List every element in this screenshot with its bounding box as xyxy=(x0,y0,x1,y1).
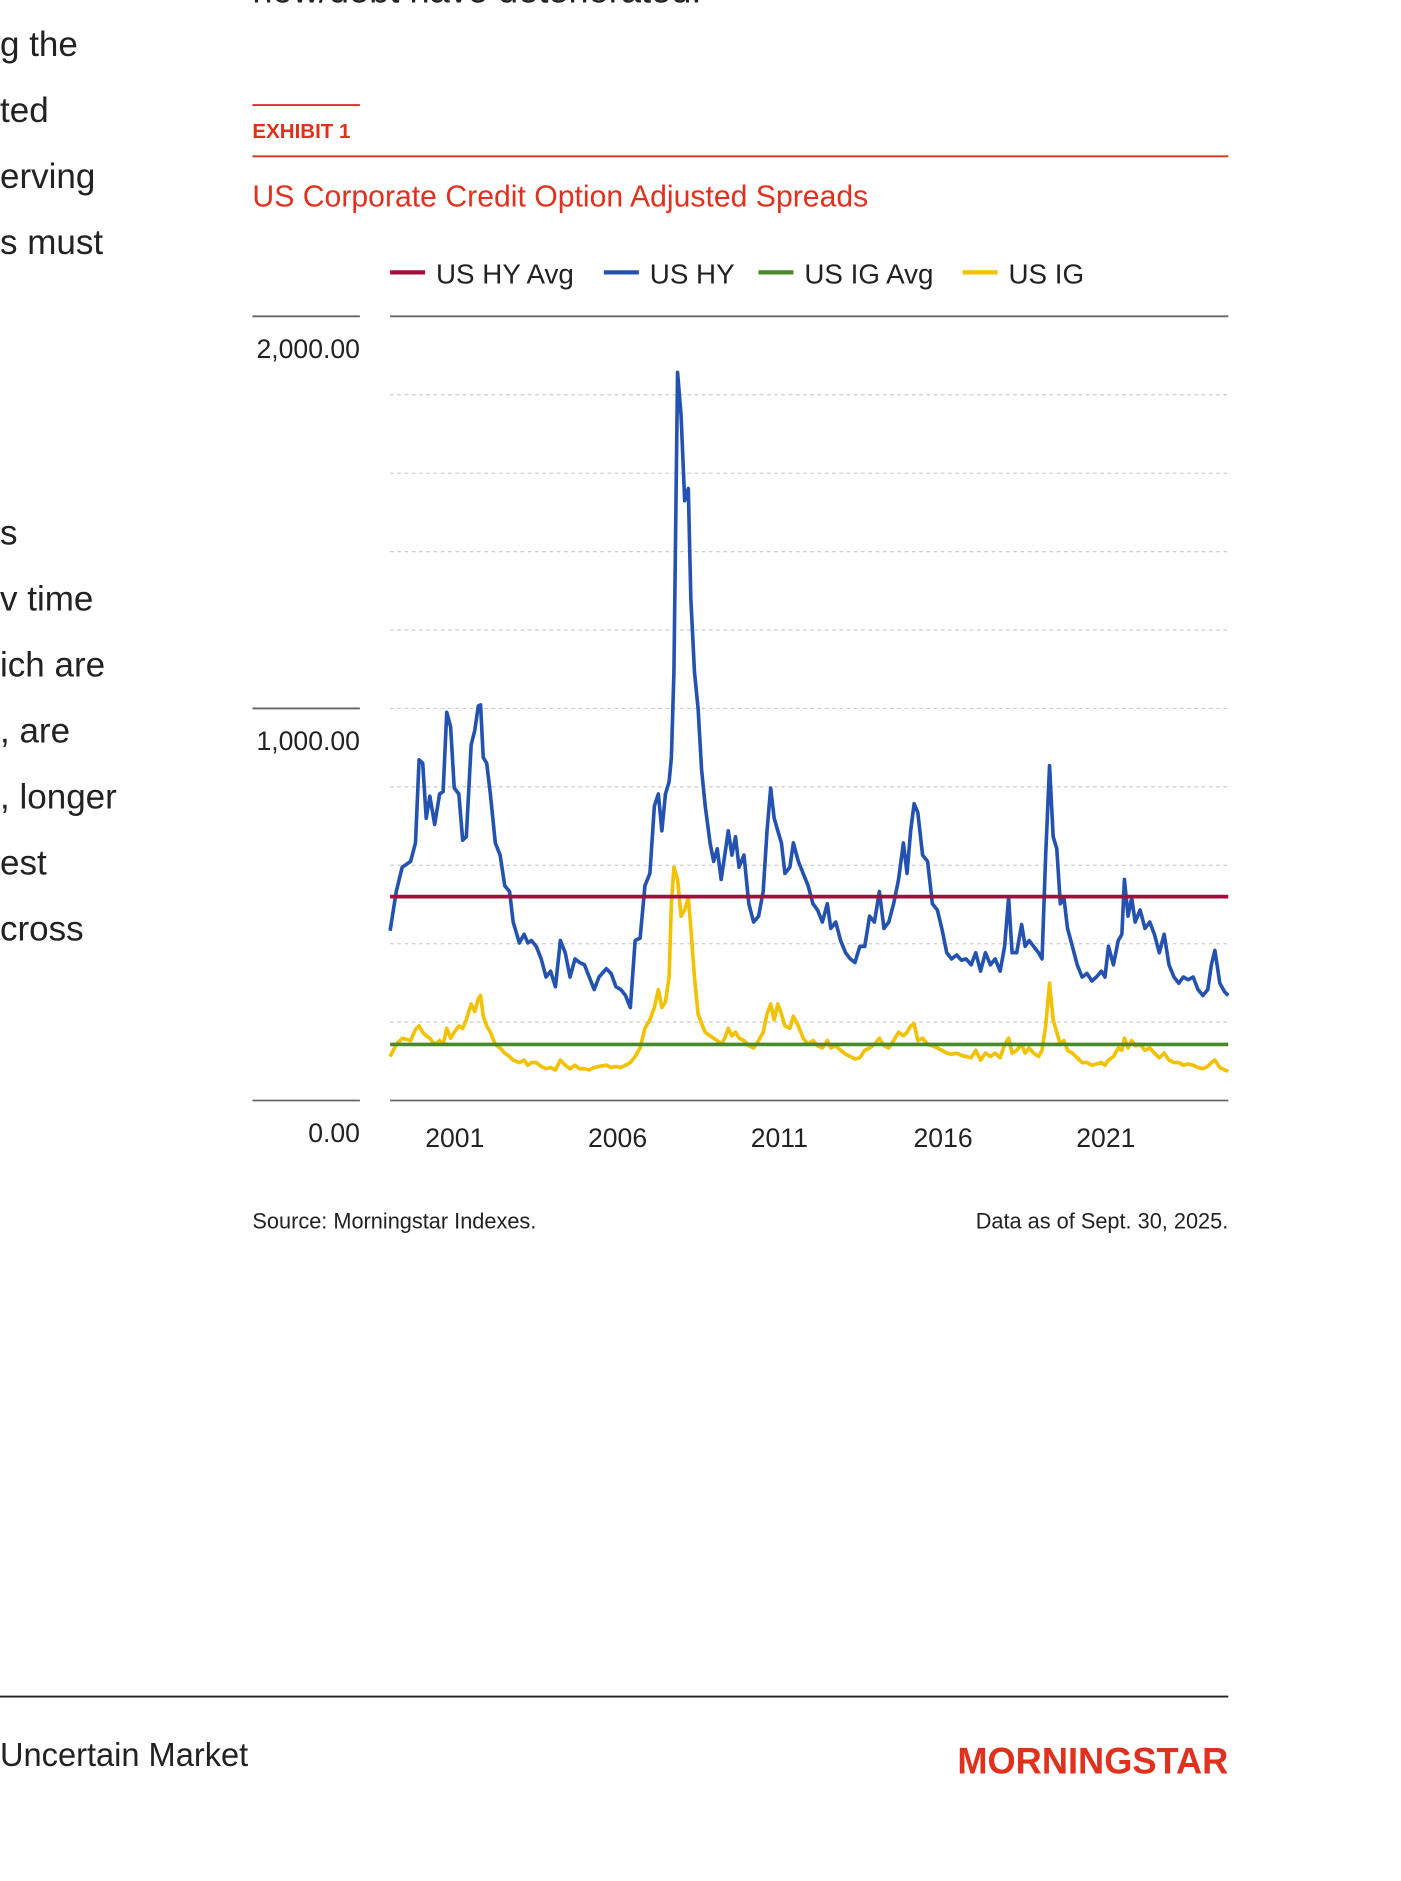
logo: MORNINGSTAR xyxy=(957,1740,1228,1781)
body-text: s xyxy=(0,514,18,553)
y-tick-label: 1,000.00 xyxy=(256,726,359,756)
legend-label: US HY Avg xyxy=(436,258,574,289)
chart-title: US Corporate Credit Option Adjusted Spre… xyxy=(252,180,868,213)
legend-label: US IG Avg xyxy=(804,258,933,289)
x-tick-label: 2021 xyxy=(1076,1123,1135,1153)
body-text: , longer xyxy=(0,777,117,816)
x-tick-label: 2011 xyxy=(751,1123,808,1153)
x-tick-label: 2001 xyxy=(425,1123,484,1153)
series-line xyxy=(388,370,1230,1010)
y-tick-label: 0.00 xyxy=(308,1118,360,1148)
body-text: ich are xyxy=(0,645,105,684)
y-tick-label: 2,000.00 xyxy=(256,334,359,364)
exhibit-label: EXHIBIT 1 xyxy=(252,120,350,143)
body-text: erving xyxy=(0,157,95,196)
series-line xyxy=(388,865,1229,1073)
body-text: ted xyxy=(0,91,49,130)
legend-label: US HY xyxy=(650,258,735,289)
body-text: now/debt have deteriorated. xyxy=(252,0,701,10)
note: Data as of Sept. 30, 2025. xyxy=(976,1209,1229,1234)
body-text: , are xyxy=(0,711,70,750)
footer-title: Uncertain Market xyxy=(0,1736,248,1773)
x-tick-label: 2016 xyxy=(914,1123,973,1153)
legend-label: US IG xyxy=(1008,258,1084,289)
body-text: cross xyxy=(0,909,84,948)
body-text: v time xyxy=(0,580,93,619)
body-text: est xyxy=(0,843,47,882)
source: Source: Morningstar Indexes. xyxy=(252,1209,536,1234)
body-text: g the xyxy=(0,25,78,64)
body-text: s must xyxy=(0,223,103,262)
x-tick-label: 2006 xyxy=(588,1123,647,1153)
